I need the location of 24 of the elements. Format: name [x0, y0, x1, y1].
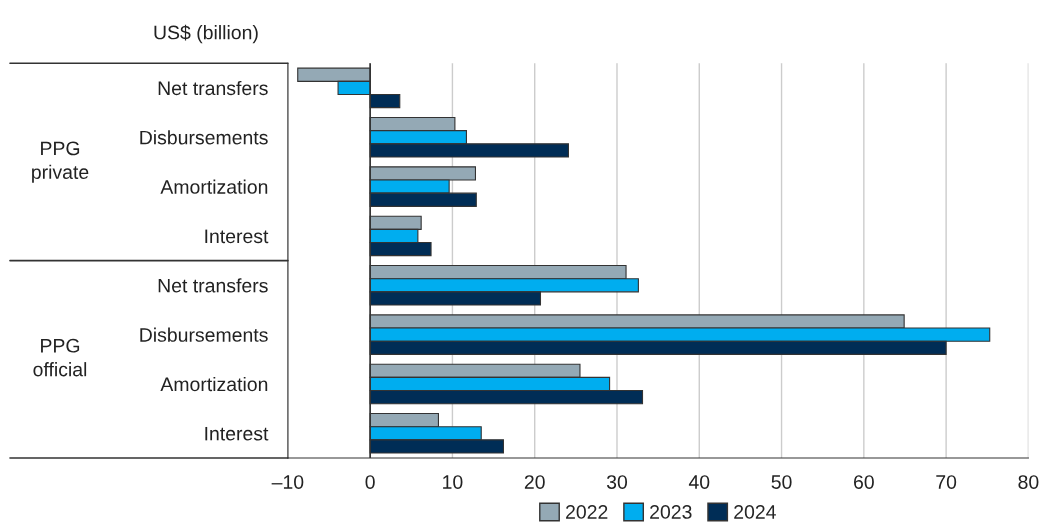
- y-tick-label: Disbursements: [140, 130, 268, 145]
- y-tick-label: Amortization: [160, 179, 268, 194]
- y-tick-label: Net transfers: [158, 278, 268, 293]
- y-tick-label: Disbursements: [140, 327, 268, 342]
- text: US$ (billion): [154, 24, 258, 44]
- legend-label: 2024: [734, 505, 776, 519]
- x-tick-label: 50: [771, 475, 792, 489]
- y-tick-label: Interest: [205, 426, 269, 441]
- x-tick-label: 70: [936, 475, 957, 489]
- x-tick-label: 80: [1018, 475, 1039, 489]
- x-tick-label: 30: [606, 475, 628, 489]
- x-tick-label: 20: [524, 475, 545, 489]
- x-tick-label: 10: [443, 475, 463, 489]
- y-tick-label: Amortization: [160, 376, 268, 392]
- y-tick-label: Net transfers: [158, 80, 268, 96]
- x-tick-label: –10: [271, 475, 304, 489]
- legend-label: 2023: [650, 505, 692, 519]
- text: PPG private: [32, 141, 89, 183]
- x-tick-label: 60: [854, 475, 874, 489]
- x-tick-label: 0: [365, 475, 375, 489]
- text: PPG official: [33, 338, 87, 377]
- x-tick-label: 40: [688, 475, 710, 489]
- y-tick-label: Interest: [205, 229, 269, 244]
- legend-label: 2022: [566, 505, 608, 519]
